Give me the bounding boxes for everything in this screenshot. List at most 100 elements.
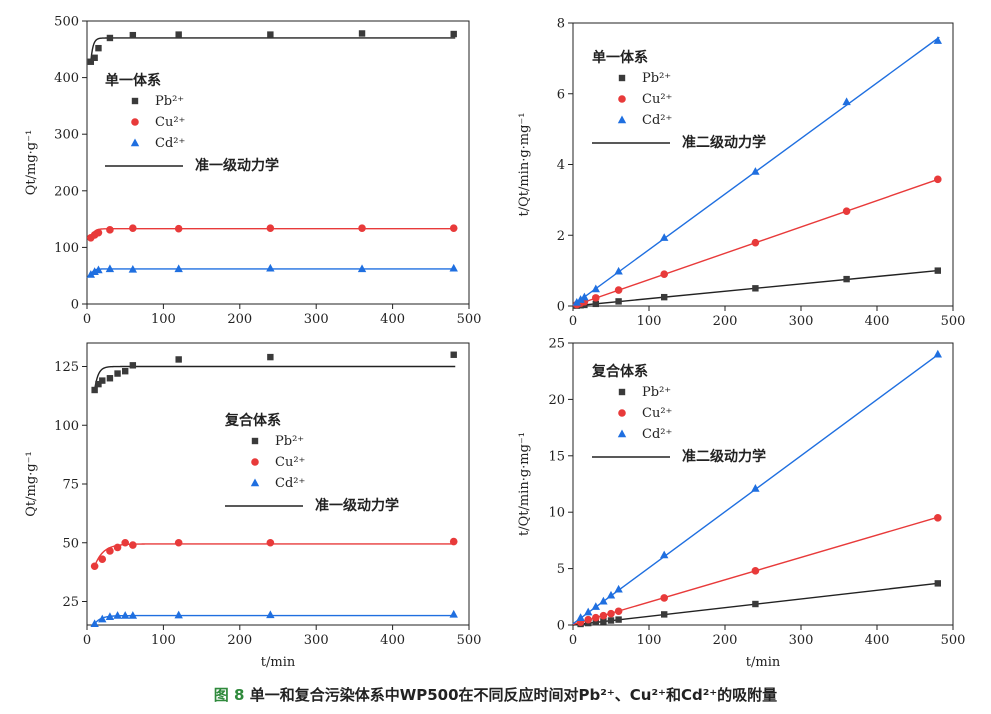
legend-marker-triangle: [130, 138, 140, 147]
plot-frame-4: [572, 342, 954, 626]
data-point-triangle: [842, 97, 851, 106]
x-tick-label: 100: [151, 633, 176, 648]
chart-1: 0 100 200 300 400 500 0 100 200 300 400 500 Qt/mg·g⁻…: [24, 15, 481, 328]
legend-marker-square: [131, 97, 139, 105]
data-point-circle: [106, 226, 114, 234]
data-point-square: [661, 611, 668, 618]
data-point-circle: [934, 175, 942, 184]
data-point-square: [95, 44, 102, 52]
data-point-square: [934, 267, 941, 274]
legend-marker-triangle: [250, 478, 260, 487]
legend-group-label-1: 单一体系: [105, 72, 161, 89]
data-point-triangle: [580, 292, 589, 301]
fit-line-square: [93, 365, 456, 391]
y-tick-label: 125: [54, 360, 79, 375]
chart-3: 0 100 200 300 400 500 25 50 75 100 125 Qt/mg·g⁻¹ t/m…: [24, 342, 482, 670]
data-point-circle: [90, 562, 99, 571]
legend-group-label-2: 单一体系: [592, 49, 648, 66]
data-point-triangle: [174, 264, 183, 273]
legend-entry-circle: Cu²⁺: [642, 92, 672, 107]
data-point-triangle: [576, 613, 585, 621]
data-point-triangle: [572, 297, 581, 306]
data-point-circle: [449, 537, 458, 546]
data-point-triangle: [591, 602, 600, 610]
data-point-square: [358, 30, 366, 37]
data-point-circle: [94, 228, 103, 237]
chart-4: 0 100 200 300 400 500 0 5 10 15 20 25 t/Qt/min·g·mg⁻…: [517, 337, 965, 671]
data-point-triangle: [121, 611, 130, 619]
data-point-square: [592, 300, 599, 308]
legend-marker-square: [618, 388, 626, 396]
data-point-triangle: [751, 167, 760, 175]
figure-caption: 图 8 单一和复合污染体系中WP500在不同反应时间对Pb²⁺、Cu²⁺和Cd²…: [0, 684, 991, 705]
y-tick-label: 0: [557, 619, 565, 634]
data-point-circle: [660, 270, 668, 278]
data-point-square: [91, 54, 98, 61]
data-point-square: [95, 380, 102, 388]
legend-fit-label-3: 准一级动力学: [315, 497, 399, 514]
legend-entry-triangle: Cd²⁺: [642, 113, 672, 128]
legend-marker-circle: [618, 409, 626, 417]
y-tick-label: 500: [54, 15, 79, 30]
data-point-square: [114, 370, 121, 377]
data-point-circle: [751, 567, 760, 575]
y-tick-label: 0: [71, 298, 79, 313]
data-point-square: [450, 30, 457, 38]
x-tick-label: 400: [380, 633, 405, 648]
x-tick-label: 200: [227, 633, 252, 648]
y-tick-label: 0: [557, 300, 565, 315]
x-tick-label: 500: [941, 314, 966, 329]
x-tick-label: 300: [789, 633, 814, 648]
data-point-circle: [614, 286, 623, 294]
x-tick-label: 0: [569, 314, 577, 329]
data-point-circle: [449, 224, 458, 232]
legend-entry-square: Pb²⁺: [642, 71, 671, 86]
legend-marker-circle: [618, 95, 626, 103]
data-point-square: [600, 618, 607, 625]
data-point-square: [752, 285, 759, 292]
y-tick-label: 400: [54, 71, 79, 86]
x-tick-label: 500: [941, 633, 966, 648]
data-point-square: [267, 31, 274, 38]
x-tick-label: 0: [569, 633, 577, 648]
data-point-triangle: [449, 263, 458, 272]
ylabel-3: Qt/mg·g⁻¹: [24, 451, 39, 516]
data-point-triangle: [599, 596, 608, 605]
legend-entry-square: Pb²⁺: [642, 385, 671, 400]
data-point-triangle: [94, 265, 103, 274]
y-tick-label: 75: [62, 478, 79, 493]
y-tick-label: 2: [557, 229, 565, 244]
data-point-circle: [842, 207, 851, 215]
legend-marker-triangle: [617, 115, 627, 124]
data-point-triangle: [751, 484, 760, 492]
data-point-triangle: [113, 611, 122, 619]
data-point-square: [267, 353, 274, 361]
data-point-square: [175, 31, 182, 38]
y-tick-label: 6: [557, 87, 565, 102]
data-point-triangle: [105, 612, 115, 620]
data-point-triangle: [128, 611, 138, 619]
legend-marker-triangle: [617, 429, 627, 438]
data-point-square: [934, 580, 941, 587]
plot-frame-1: [86, 20, 470, 305]
data-point-circle: [592, 294, 600, 302]
data-point-triangle: [614, 266, 623, 275]
data-point-square: [129, 31, 137, 39]
data-point-triangle: [660, 233, 669, 241]
legend-fit-label-4: 准二级动力学: [682, 448, 766, 465]
x-tick-label: 100: [151, 312, 176, 327]
y-tick-label: 5: [557, 562, 565, 577]
data-point-triangle: [98, 614, 107, 623]
data-point-circle: [129, 224, 137, 232]
chart-2: 0 100 200 300 400 500 0 2 4 6 8 t/Qt/min·g·mg⁻¹ 单一体系…: [517, 17, 965, 330]
data-point-circle: [607, 609, 615, 618]
data-point-triangle: [660, 550, 669, 559]
y-tick-label: 25: [548, 337, 565, 352]
legend-entry-triangle: Cd²⁺: [275, 476, 305, 491]
y-tick-label: 200: [54, 184, 79, 199]
ylabel-2: t/Qt/min·g·mg⁻¹: [517, 112, 532, 216]
x-tick-label: 0: [83, 633, 91, 648]
data-point-square: [99, 377, 106, 384]
x-tick-label: 500: [457, 633, 482, 648]
data-point-triangle: [584, 607, 593, 616]
